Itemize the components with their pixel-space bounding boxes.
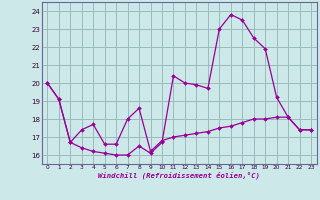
X-axis label: Windchill (Refroidissement éolien,°C): Windchill (Refroidissement éolien,°C): [98, 172, 260, 179]
